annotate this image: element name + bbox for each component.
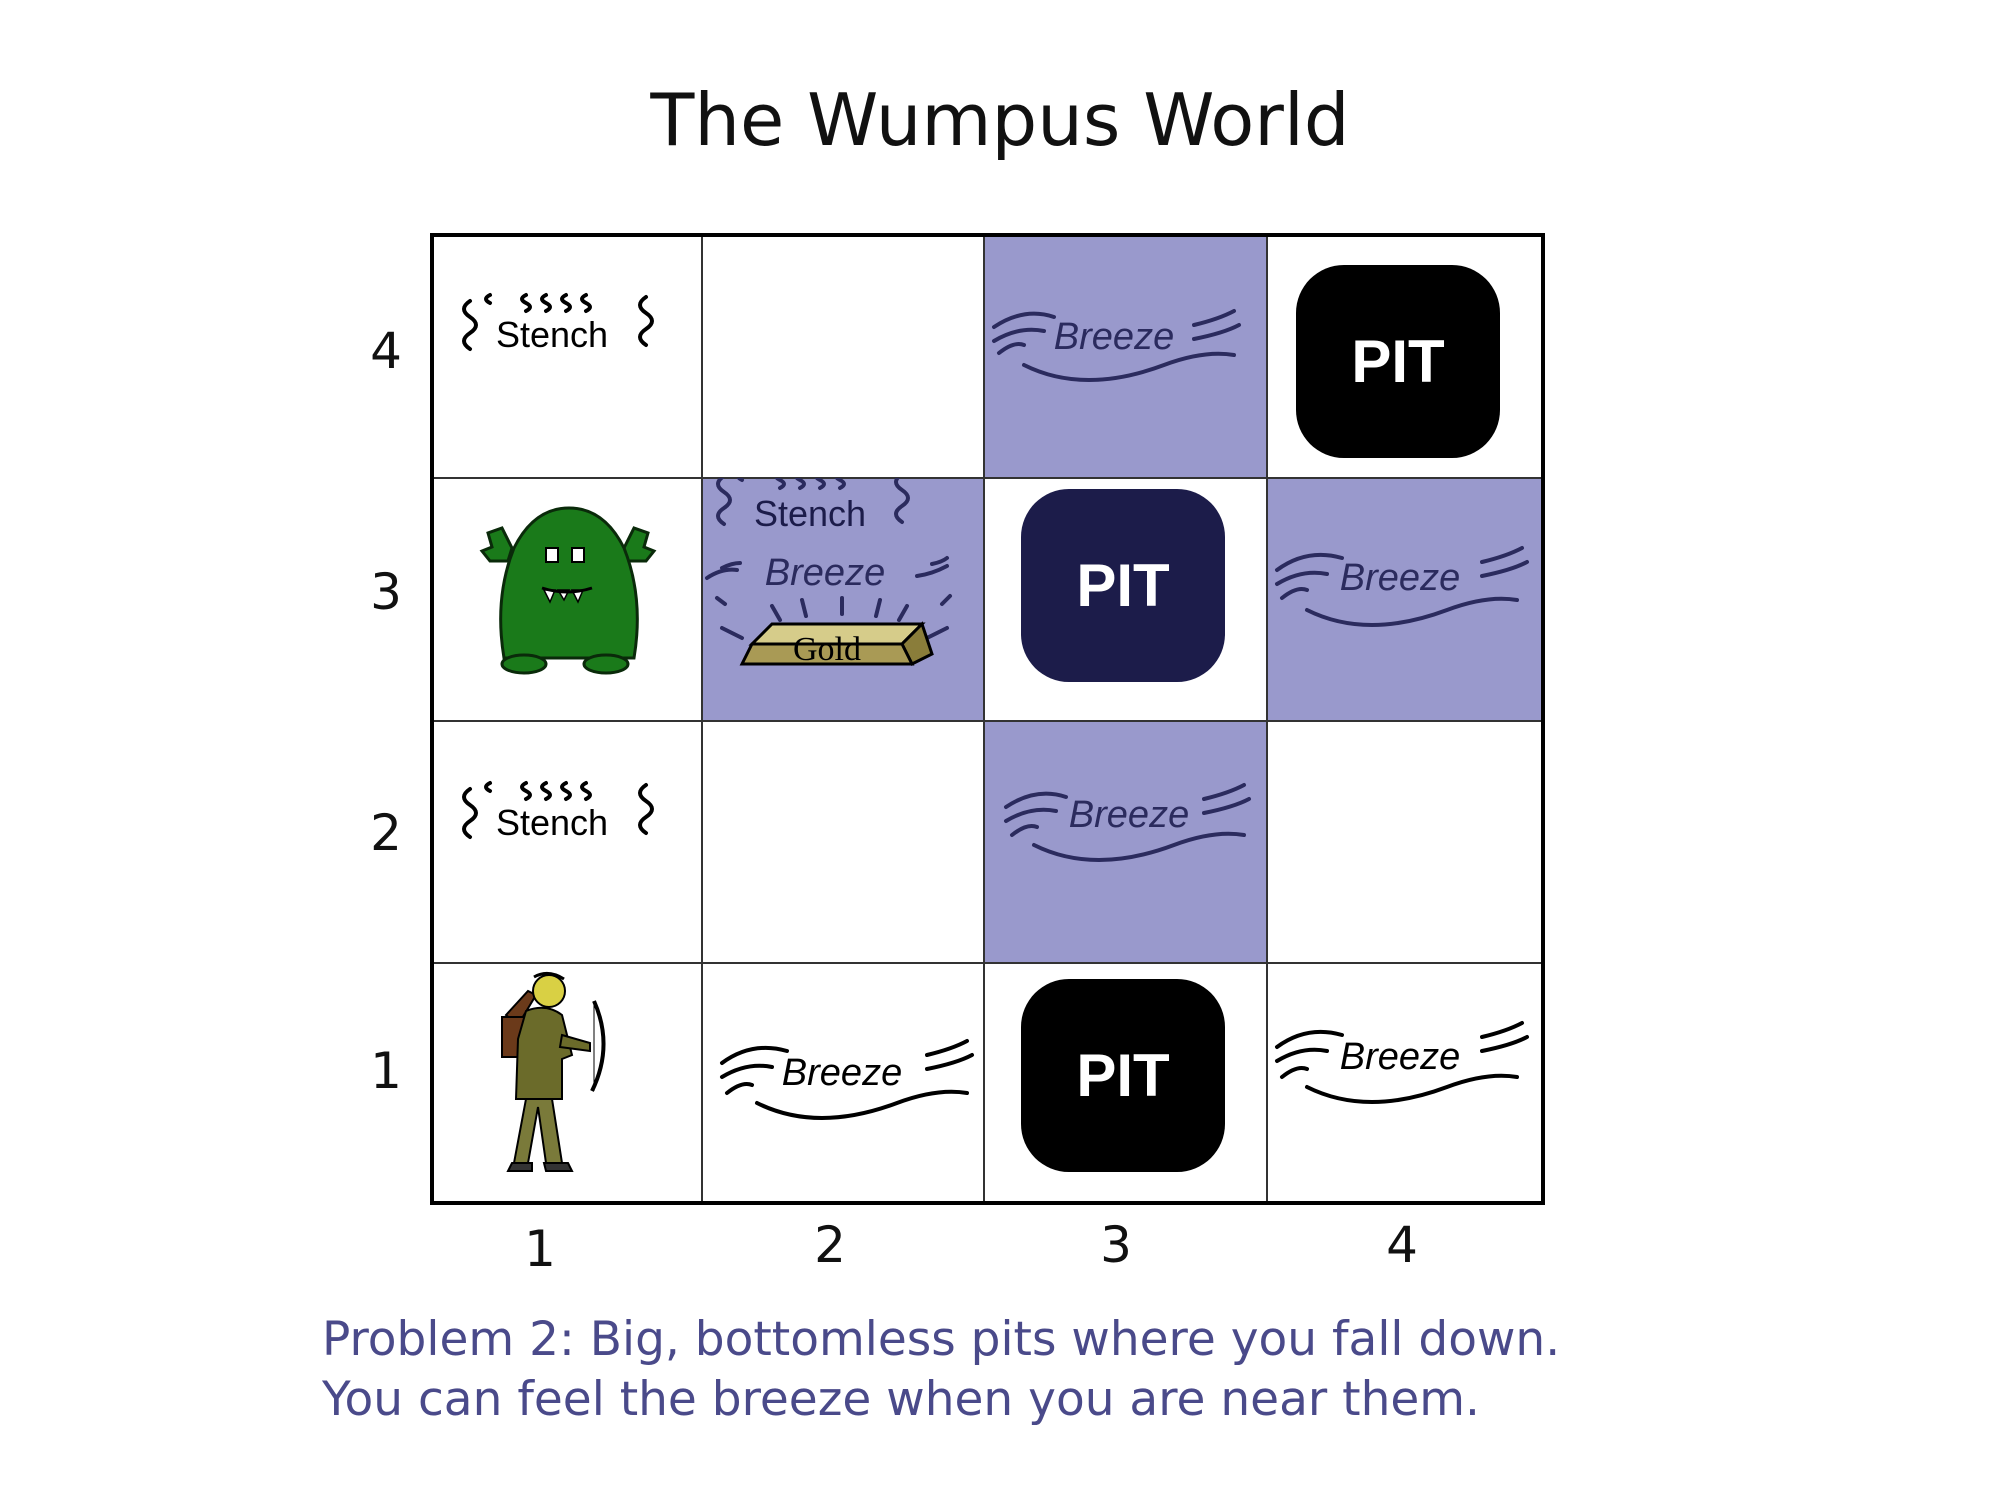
breeze-icon: [705, 567, 739, 580]
row-label-4: 4: [370, 322, 402, 380]
breeze-icon: Breeze: [1004, 783, 1251, 862]
cell-r1c4: Breeze: [1267, 963, 1541, 1205]
caption-line-2: You can feel the breeze when you are nea…: [322, 1372, 1480, 1427]
pit-icon: PIT: [1021, 979, 1225, 1172]
cell-r3c1: [434, 478, 702, 721]
row-label-2: 2: [370, 804, 402, 862]
breeze-text: Breeze: [765, 552, 885, 594]
stench-text: Stench: [496, 314, 608, 355]
gold-text: Gold: [793, 631, 861, 668]
stench-text: Stench: [496, 802, 608, 843]
cell-r3c2: Stench Breeze Gold: [702, 478, 984, 721]
cell-r4c3-shade: [984, 237, 1267, 478]
cell-r2c3: Breeze: [984, 721, 1267, 963]
stench-breeze-gold-icons: Stench Breeze Gold: [705, 478, 952, 668]
gold-icon: Gold: [739, 621, 934, 668]
pit-icon: PIT: [1296, 265, 1500, 458]
col-label-3: 3: [1100, 1216, 1132, 1274]
cell-r2c1: Stench: [434, 721, 702, 963]
breeze-icon: Breeze: [720, 1039, 974, 1120]
cell-r4c4: PIT: [1267, 237, 1541, 478]
col-label-1: 1: [524, 1220, 556, 1278]
cell-r1c3: PIT: [984, 963, 1267, 1205]
cell-r1c1: [434, 963, 702, 1205]
pit-icon: PIT: [1021, 489, 1225, 682]
stench-icon: Stench: [462, 293, 654, 355]
caption: Problem 2: Big, bottomless pits where yo…: [322, 1310, 1962, 1430]
breeze-icon: Breeze: [1275, 546, 1529, 627]
grid-line: [434, 720, 1541, 722]
breeze-icon: Breeze: [992, 309, 1241, 382]
stench-text: Stench: [754, 493, 866, 534]
stench-icon: [716, 478, 732, 526]
cell-r1c2: Breeze: [702, 963, 984, 1205]
grid-line: [701, 237, 703, 1201]
row-label-3: 3: [370, 563, 402, 621]
breeze-text: Breeze: [1340, 557, 1460, 599]
col-label-4: 4: [1386, 1216, 1418, 1274]
wumpus-icon: [479, 506, 657, 675]
breeze-text: Breeze: [1069, 794, 1189, 836]
cell-r4c1: Stench: [434, 237, 702, 478]
agent-hunter-icon: [501, 972, 606, 1172]
grid-line: [983, 237, 985, 1201]
page-title: The Wumpus World: [650, 78, 1350, 162]
breeze-text: Breeze: [1054, 316, 1174, 358]
grid-line: [1266, 237, 1268, 1201]
cell-r3c3: PIT: [984, 478, 1267, 721]
row-label-1: 1: [370, 1042, 402, 1100]
stench-icon: Stench: [462, 781, 654, 843]
caption-line-1: Problem 2: Big, bottomless pits where yo…: [322, 1312, 1561, 1367]
grid-line: [434, 962, 1541, 964]
cell-r2c3-shade: [984, 721, 1267, 963]
cell-r4c3: Breeze: [984, 237, 1267, 478]
breeze-text: Breeze: [782, 1052, 902, 1094]
cell-r3c4: Breeze: [1267, 478, 1541, 721]
col-label-2: 2: [814, 1216, 846, 1274]
breeze-icon: Breeze: [1275, 1021, 1529, 1104]
grid-line: [434, 477, 1541, 479]
breeze-text: Breeze: [1340, 1036, 1460, 1078]
wumpus-grid: Stench Breeze PIT: [430, 233, 1545, 1205]
